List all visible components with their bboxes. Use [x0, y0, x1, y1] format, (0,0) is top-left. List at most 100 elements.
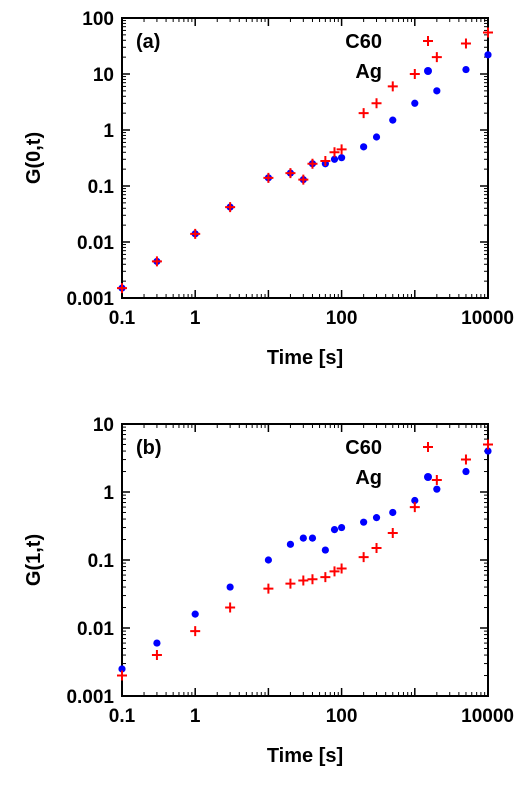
- data-point: [411, 99, 419, 107]
- legend-label-c60: C60: [345, 437, 382, 459]
- data-point: [358, 552, 369, 563]
- y-tick-label: 1: [103, 121, 114, 142]
- data-point: [433, 485, 441, 493]
- data-point: [409, 69, 420, 79]
- data-point: [329, 566, 340, 577]
- data-point: [338, 154, 346, 162]
- data-point: [263, 583, 274, 594]
- data-point: [372, 514, 381, 522]
- data-point: [389, 508, 397, 517]
- data-point: [286, 540, 295, 548]
- data-point: [151, 256, 162, 267]
- data-point: [151, 650, 162, 661]
- data-point: [389, 116, 397, 124]
- legend-marker-ag: [424, 473, 432, 481]
- x-tick-label: 1: [190, 706, 201, 727]
- y-tick-label: 0.001: [66, 289, 114, 310]
- legend-label-ag: Ag: [355, 467, 382, 489]
- data-point: [371, 543, 382, 554]
- legend-label-c60: C60: [345, 31, 382, 53]
- data-point: [336, 563, 347, 574]
- data-point: [329, 147, 340, 158]
- x-tick-label: 10000: [461, 706, 514, 727]
- data-point: [431, 52, 442, 63]
- data-point: [225, 202, 236, 213]
- data-point: [321, 546, 329, 554]
- y-axis-label: G(0,t): [23, 132, 45, 184]
- data-point: [308, 534, 317, 542]
- data-point: [483, 439, 493, 450]
- data-point: [298, 575, 309, 586]
- data-point: [299, 534, 307, 542]
- data-point: [191, 610, 199, 618]
- legend-marker-ag: [424, 67, 432, 75]
- series-ag: [118, 51, 492, 292]
- data-point: [153, 639, 161, 647]
- data-point: [462, 65, 470, 74]
- y-tick-label: 0.1: [88, 551, 115, 572]
- data-point: [307, 574, 318, 585]
- data-point: [118, 665, 126, 673]
- y-tick-label: 0.01: [77, 619, 114, 640]
- legend-marker-c60: [423, 36, 433, 46]
- x-tick-label: 0.1: [109, 308, 136, 329]
- plot-frame: [121, 423, 489, 697]
- data-point: [431, 475, 442, 486]
- legend-marker-c60: [423, 442, 433, 452]
- panel-label: (a): [136, 31, 160, 53]
- y-tick-label: 0.01: [77, 233, 114, 254]
- legend-label-ag: Ag: [355, 61, 382, 83]
- data-point: [387, 81, 398, 92]
- data-point: [190, 228, 201, 239]
- panel-b: 0.1 1 100 10000 0.001 0.01 0.1 1 10 Time [s] G(1,t…: [23, 415, 514, 767]
- data-point: [117, 283, 127, 294]
- data-point: [360, 143, 368, 151]
- x-tick-label: 1: [190, 308, 201, 329]
- y-tick-label: 0.001: [66, 687, 114, 708]
- data-point: [387, 527, 398, 538]
- x-tick-label: 0.1: [109, 706, 136, 727]
- data-point: [226, 583, 234, 591]
- data-point: [371, 98, 382, 109]
- data-point: [320, 572, 331, 583]
- data-point: [433, 87, 441, 95]
- y-tick-label: 0.1: [88, 177, 115, 198]
- data-point: [264, 556, 272, 564]
- series-ag: [118, 447, 492, 673]
- data-point: [225, 602, 236, 613]
- data-point: [372, 133, 381, 141]
- x-axis-label: Time [s]: [267, 745, 343, 767]
- data-point: [360, 518, 368, 526]
- x-axis-label: Time [s]: [267, 347, 343, 369]
- panel-a: 0.1 1 100 10000 0.001 0.01 0.1 1 10 100 Time [s] G(…: [23, 9, 514, 369]
- data-point: [330, 155, 339, 163]
- data-point: [320, 155, 331, 166]
- y-tick-label: 10: [93, 65, 114, 86]
- data-point: [336, 144, 347, 155]
- y-tick-label: 100: [82, 9, 114, 30]
- data-point: [462, 467, 470, 476]
- data-point: [190, 626, 201, 637]
- x-tick-label: 100: [326, 706, 358, 727]
- data-point: [117, 670, 127, 681]
- x-tick-label: 10000: [461, 308, 514, 329]
- y-axis-label: G(1,t): [23, 534, 45, 586]
- y-tick-label: 10: [93, 415, 114, 436]
- data-point: [484, 51, 492, 59]
- panel-label: (b): [136, 437, 162, 459]
- data-point: [307, 158, 318, 169]
- x-tick-label: 100: [326, 308, 358, 329]
- data-point: [330, 525, 339, 534]
- series-c60: [117, 27, 493, 294]
- data-point: [411, 496, 419, 505]
- data-point: [484, 447, 492, 455]
- data-point: [285, 578, 296, 589]
- data-point: [338, 523, 346, 532]
- y-tick-label: 1: [103, 483, 114, 504]
- data-point: [263, 172, 274, 183]
- data-point: [298, 174, 309, 185]
- plot-frame: [121, 17, 489, 299]
- series-c60: [117, 439, 493, 681]
- data-point: [358, 108, 369, 119]
